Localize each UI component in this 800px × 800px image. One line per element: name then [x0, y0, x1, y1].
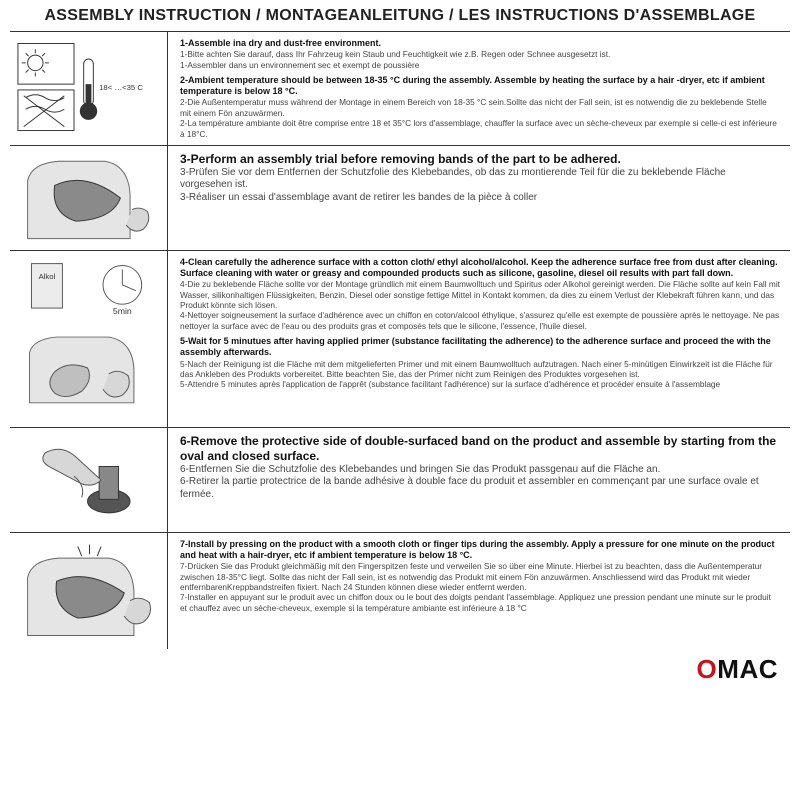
step-text-4-5: 4-Clean carefully the adherence surface … — [168, 251, 790, 427]
step-row-2: 3-Perform an assembly trial before remov… — [10, 145, 790, 250]
brand-logo: OMAC — [10, 649, 790, 686]
step5-de: 5-Nach der Reinigung ist die Fläche mit … — [180, 359, 780, 380]
step2-fr: 2-La température ambiante doit être comp… — [180, 118, 780, 139]
step7-de: 7-Drücken Sie das Produkt gleichmäßig mi… — [180, 561, 780, 592]
step6-en: 6-Remove the protective side of double-s… — [180, 434, 780, 464]
step-text-6: 6-Remove the protective side of double-s… — [168, 428, 790, 532]
step-text-7: 7-Install by pressing on the product wit… — [168, 533, 790, 649]
step6-de: 6-Entfernen Sie die Schutzfolie des Kleb… — [180, 464, 780, 477]
step2-en: 2-Ambient temperature should be between … — [180, 75, 780, 98]
step-row-1: 18< …<35 C 1-Assemble ina dry and dust-f… — [10, 31, 790, 145]
illustration-remove-tape — [10, 428, 168, 532]
step1-de: 1-Bitte achten Sie darauf, dass Ihr Fahr… — [180, 49, 780, 59]
document-title: ASSEMBLY INSTRUCTION / MONTAGEANLEITUNG … — [10, 6, 790, 31]
svg-text:18< …<35 C: 18< …<35 C — [99, 83, 143, 92]
step-row-5: 7-Install by pressing on the product wit… — [10, 532, 790, 649]
step3-en: 3-Perform an assembly trial before remov… — [180, 152, 780, 167]
illustration-trial — [10, 146, 168, 250]
step4-fr: 4-Nettoyer soigneusement la surface d'ad… — [180, 310, 780, 331]
step7-en: 7-Install by pressing on the product wit… — [180, 539, 780, 562]
step1-en: 1-Assemble ina dry and dust-free environ… — [180, 38, 780, 49]
logo-o: O — [697, 654, 718, 684]
illustration-clean-primer: Alkol 5min — [10, 251, 168, 427]
svg-text:Alkol: Alkol — [39, 272, 56, 281]
step3-de: 3-Prüfen Sie vor dem Entfernen der Schut… — [180, 167, 780, 192]
step5-en: 5-Wait for 5 minutues after having appli… — [180, 336, 780, 359]
illustration-temperature: 18< …<35 C — [10, 32, 168, 145]
step4-en: 4-Clean carefully the adherence surface … — [180, 257, 780, 280]
step5-fr: 5-Attendre 5 minutes après l'application… — [180, 379, 780, 389]
logo-rest: MAC — [717, 654, 778, 684]
step2-de: 2-Die Außentemperatur muss während der M… — [180, 97, 780, 118]
step-text-3: 3-Perform an assembly trial before remov… — [168, 146, 790, 250]
step6-fr: 6-Retirer la partie protectrice de la ba… — [180, 476, 780, 501]
step-text-1-2: 1-Assemble ina dry and dust-free environ… — [168, 32, 790, 145]
illustration-press — [10, 533, 168, 649]
step-row-3: Alkol 5min 4-Clean carefully the adheren… — [10, 250, 790, 427]
step4-de: 4-Die zu beklebende Fläche sollte vor de… — [180, 279, 780, 310]
svg-text:5min: 5min — [113, 306, 132, 316]
step7-fr: 7-Installer en appuyant sur le produit a… — [180, 592, 780, 613]
step3-fr: 3-Réaliser un essai d'assemblage avant d… — [180, 192, 780, 205]
step-row-4: 6-Remove the protective side of double-s… — [10, 427, 790, 532]
step1-fr: 1-Assembler dans un environnement sec et… — [180, 60, 780, 70]
